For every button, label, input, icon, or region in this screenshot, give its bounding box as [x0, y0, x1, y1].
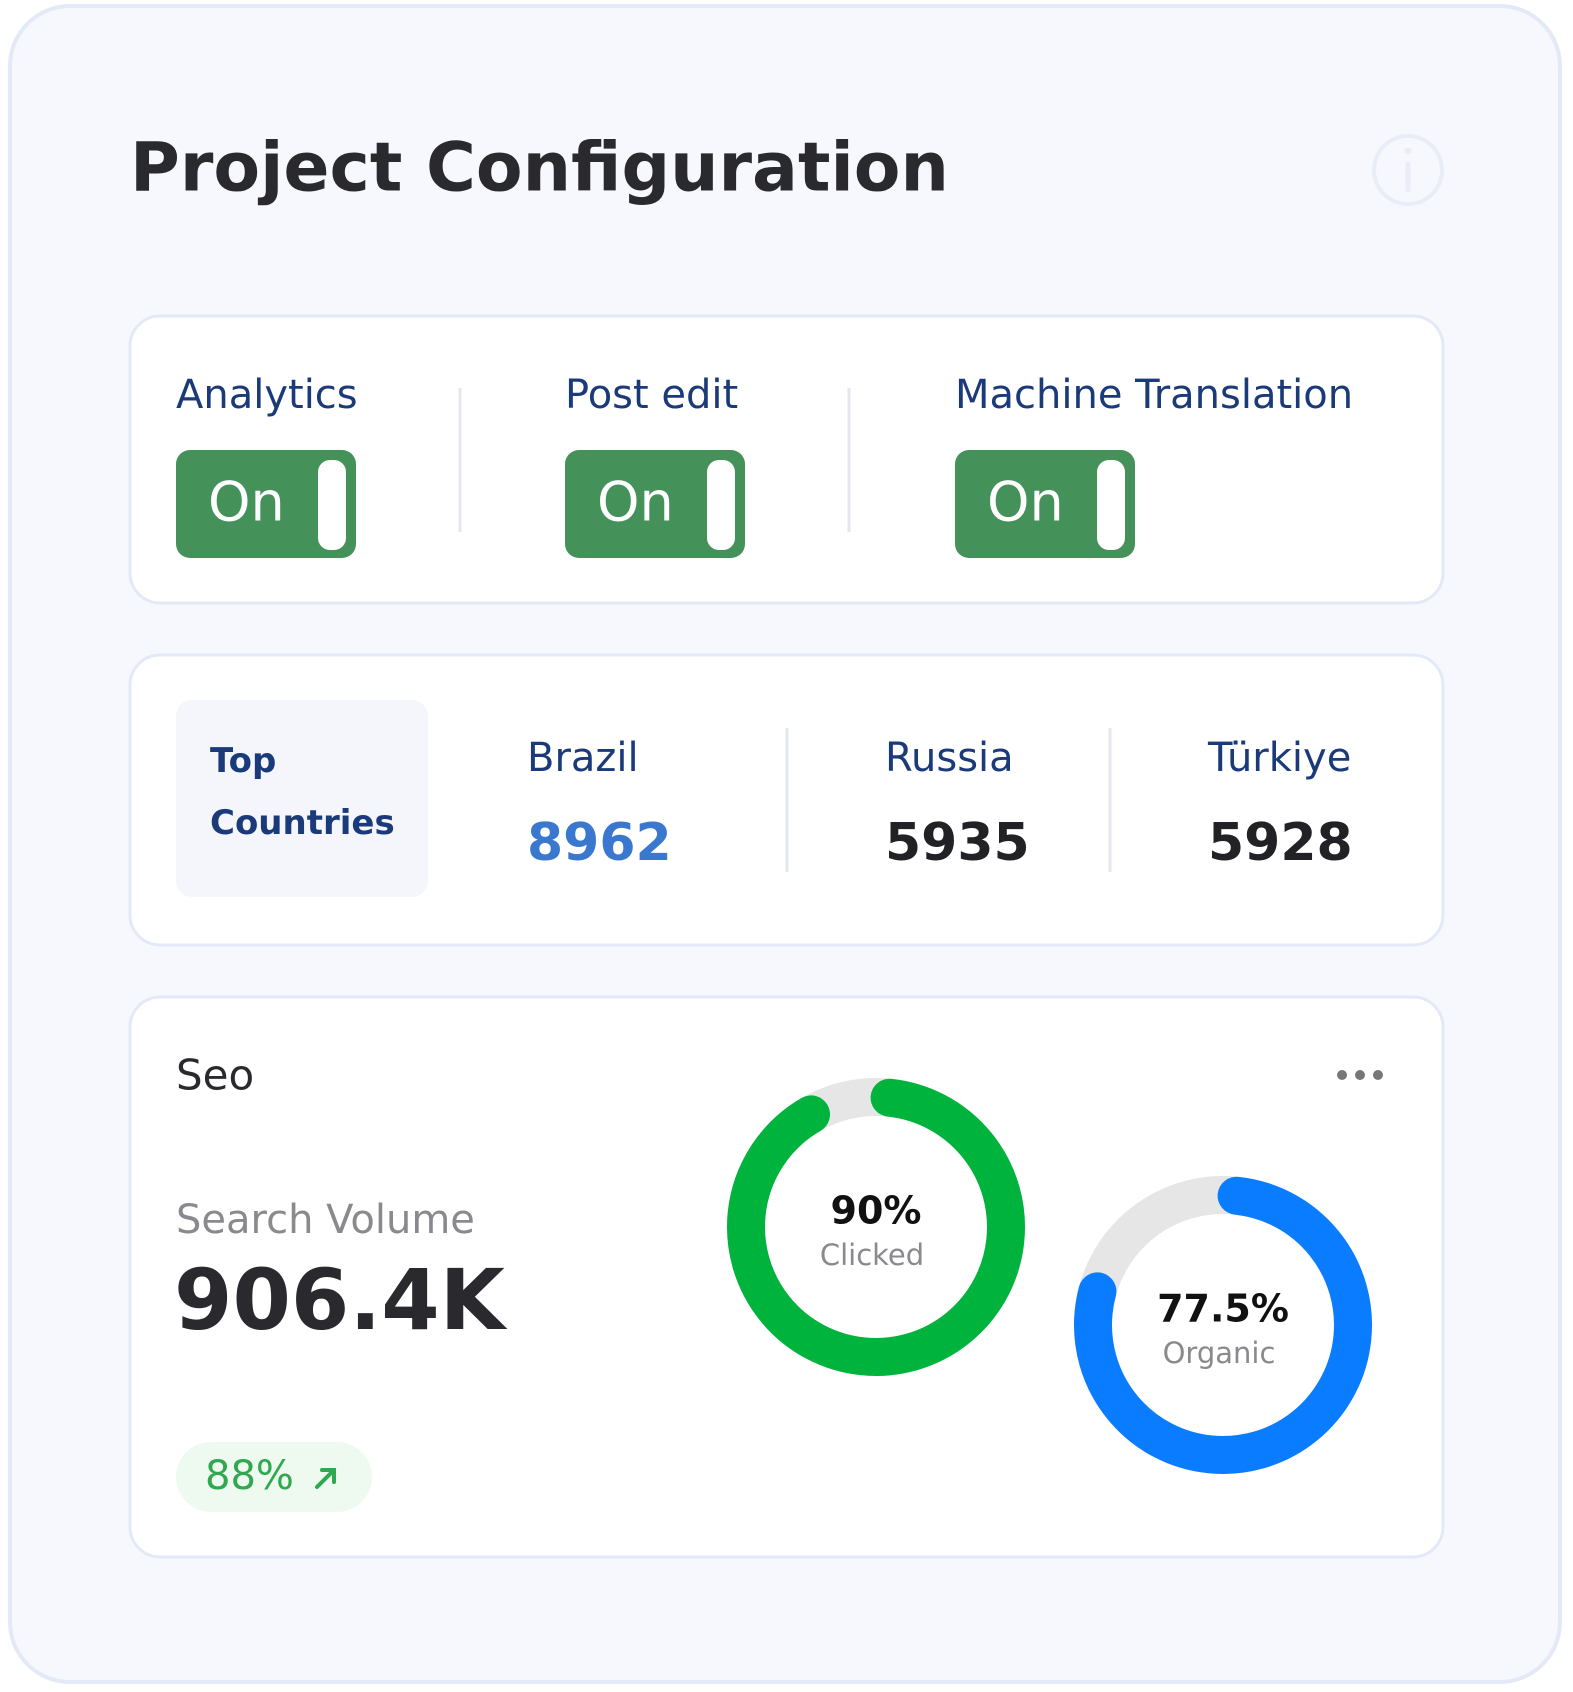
country-name: Türkiye [1207, 735, 1351, 781]
toggle-knob [318, 460, 346, 550]
dot [1373, 1070, 1383, 1080]
toggle-state: On [597, 471, 674, 534]
title: Project Configuration [130, 129, 949, 208]
info-dot [1404, 147, 1412, 155]
toggle-switch[interactable]: On [176, 450, 356, 558]
dot [1337, 1070, 1347, 1080]
change-pill [176, 1442, 372, 1512]
metric-value: 906.4K [174, 1251, 508, 1349]
info-icon[interactable] [1372, 134, 1444, 206]
country-value: 5928 [1208, 813, 1353, 873]
toggle-state: On [987, 471, 1064, 534]
seo-title: Seo [176, 1051, 254, 1100]
top-countries-wrap: Top Countries [210, 741, 395, 843]
country-value: 5935 [885, 813, 1030, 873]
metric-label: Search Volume [176, 1197, 475, 1243]
change-value: 88% [205, 1453, 294, 1499]
donut-label: Organic [1163, 1336, 1276, 1370]
toggle-knob [707, 460, 735, 550]
country-value: 8962 [527, 813, 672, 873]
toggle-track [565, 450, 745, 558]
toggle-label: Analytics [176, 372, 358, 418]
toggle-track [955, 450, 1135, 558]
toggle-switch[interactable]: On [955, 450, 1135, 558]
toggle-label: Machine Translation [955, 372, 1353, 418]
dot [1355, 1070, 1365, 1080]
more-menu[interactable] [1337, 1070, 1383, 1080]
toggle-switch[interactable]: On [565, 450, 745, 558]
arrow-up-icon [315, 1468, 336, 1489]
toggle-state: On [208, 471, 285, 534]
donut-value: 90% [831, 1189, 922, 1233]
donut-value: 77.5% [1157, 1287, 1289, 1331]
country-name: Russia [885, 735, 1014, 781]
top-countries-label: Top Countries [210, 741, 395, 843]
donut-arc [1074, 1176, 1372, 1474]
toggle-knob [1097, 460, 1125, 550]
toggle-track [176, 450, 356, 558]
country-name: Brazil [527, 735, 639, 781]
donut-label: Clicked [820, 1238, 924, 1272]
donut-arc [727, 1078, 1025, 1376]
top-countries-box [176, 700, 428, 897]
info-circle [1372, 134, 1444, 206]
toggle-label: Post edit [565, 372, 738, 418]
